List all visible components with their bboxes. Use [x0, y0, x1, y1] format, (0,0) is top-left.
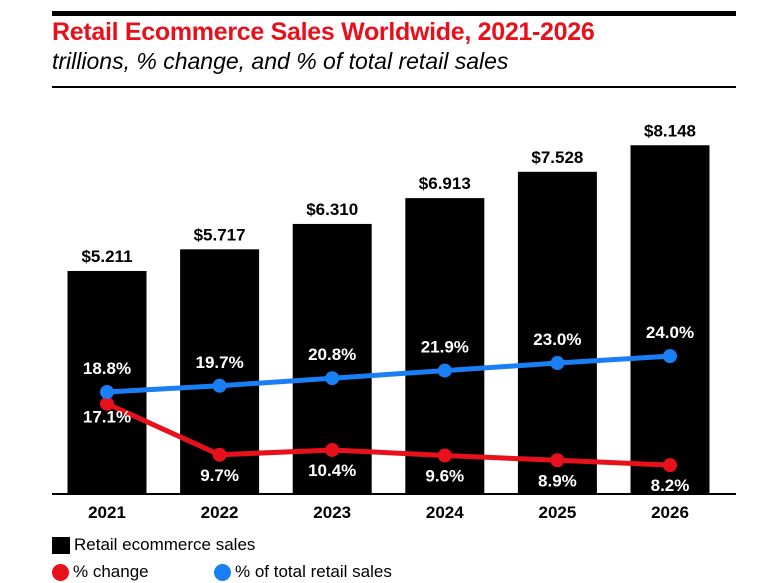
point-label: 9.6% [425, 466, 464, 485]
data-point [325, 442, 340, 457]
data-point [325, 371, 340, 386]
top-rule [52, 11, 736, 16]
point-label: 8.9% [538, 471, 577, 490]
point-label: 20.8% [308, 345, 356, 364]
x-tick-label: 2025 [538, 503, 576, 522]
bar [517, 171, 597, 494]
bar-value-label: $5.717 [194, 225, 246, 244]
x-tick-label: 2022 [201, 503, 239, 522]
point-label: 24.0% [646, 323, 694, 342]
legend-item-bars: Retail ecommerce sales [52, 535, 255, 555]
x-tick-label: 2026 [651, 503, 689, 522]
data-point [212, 447, 227, 462]
bar [405, 198, 485, 494]
series-line [106, 353, 671, 395]
chart-title: Retail Ecommerce Sales Worldwide, 2021-2… [52, 18, 595, 46]
data-point [437, 448, 452, 463]
point-label: 8.2% [651, 476, 690, 495]
x-tick-label: 2023 [313, 503, 351, 522]
legend-dot-blue [214, 563, 231, 581]
data-point [663, 458, 677, 473]
legend-item-change: % change [52, 562, 149, 582]
legend-dot-red [52, 563, 69, 581]
legend-label: % change [73, 562, 149, 581]
point-label: 9.7% [200, 466, 239, 485]
point-label: 17.1% [83, 408, 131, 427]
bar-value-label: $5.211 [81, 247, 132, 266]
data-point [100, 385, 114, 399]
bar-value-label: $6.310 [306, 200, 358, 219]
legend-label: Retail ecommerce sales [74, 535, 256, 554]
header-rule [52, 86, 736, 88]
data-point [100, 396, 114, 411]
point-label: 21.9% [421, 338, 469, 357]
bar-value-label: $6.913 [419, 174, 471, 193]
point-label: 18.8% [83, 359, 131, 378]
data-point [437, 363, 452, 378]
legend-swatch-black [52, 536, 70, 554]
point-label: 19.7% [195, 353, 243, 372]
x-tick-label: 2021 [88, 503, 126, 522]
bar [630, 145, 710, 494]
data-point [212, 378, 227, 393]
bar-value-label: $8.148 [644, 121, 696, 140]
series-line [105, 401, 671, 468]
x-tick-label: 2024 [426, 503, 464, 522]
legend-label: % of total retail sales [235, 562, 392, 581]
data-point [550, 453, 565, 468]
data-point [550, 356, 565, 371]
bar [67, 270, 147, 494]
legend-item-share: % of total retail sales [214, 562, 392, 582]
bar-value-label: $7.528 [531, 148, 583, 167]
point-label: 23.0% [533, 330, 581, 349]
point-label: 10.4% [308, 461, 356, 480]
chart-subtitle: trillions, % change, and % of total reta… [52, 48, 509, 74]
data-point [663, 349, 677, 364]
